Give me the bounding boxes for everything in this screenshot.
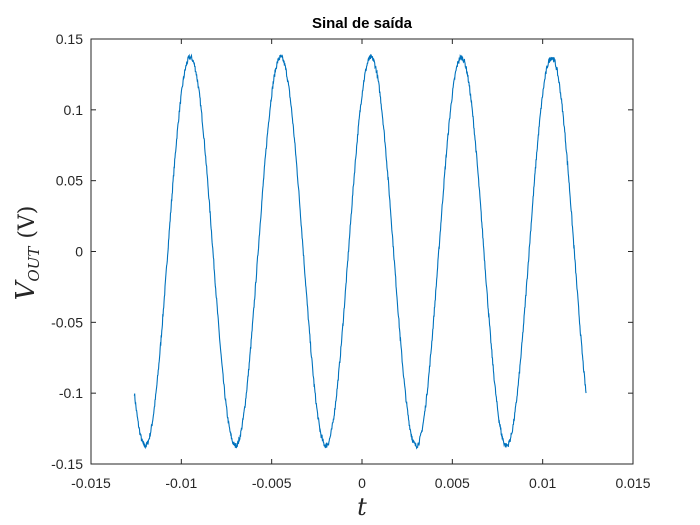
- ticks-layer: -0.015 -0.01 -0.005 0 0.005 0.01 0.015 -0.15 -0.…: [51, 31, 651, 491]
- x-tick-label: 0.005: [435, 475, 470, 491]
- plot-area: [90, 38, 634, 465]
- series-layer: [133, 53, 587, 450]
- x-tick-label: -0.005: [252, 475, 292, 491]
- y-tick-label: 0.15: [56, 31, 83, 47]
- y-axis-label-unit: (V): [15, 206, 40, 239]
- x-tick-label: -0.015: [71, 475, 111, 491]
- plot-frame: [90, 38, 634, 465]
- y-tick-label: 0.05: [56, 173, 83, 189]
- y-axis-label-sub: OUT: [25, 246, 43, 282]
- series-line-vout: [133, 53, 587, 450]
- svg-text:VOUT(V): VOUT (V): [11, 206, 43, 301]
- x-tick-label: 0: [358, 475, 366, 491]
- y-tick-label: -0.15: [51, 456, 83, 472]
- y-tick-label: 0.1: [64, 102, 84, 118]
- y-tick-label: 0: [75, 244, 83, 260]
- x-axis-label: t: [357, 493, 367, 521]
- y-tick-label: -0.05: [51, 314, 83, 330]
- y-axis-label: VOUT (V): [11, 206, 43, 301]
- x-tick-label: 0.015: [615, 475, 650, 491]
- y-tick-label: -0.1: [59, 385, 83, 401]
- chart-title: Sinal de saída: [312, 15, 413, 32]
- x-tick-label: 0.01: [529, 475, 556, 491]
- y-axis-label-main: V: [11, 279, 41, 300]
- x-tick-label: -0.01: [165, 475, 197, 491]
